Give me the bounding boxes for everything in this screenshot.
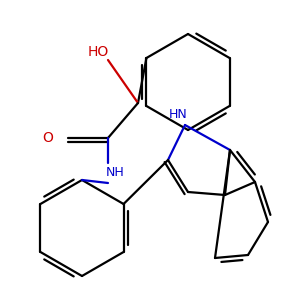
Text: HN: HN	[169, 109, 188, 122]
Text: NH: NH	[106, 167, 124, 179]
Text: O: O	[43, 131, 53, 145]
Text: HO: HO	[87, 45, 109, 59]
